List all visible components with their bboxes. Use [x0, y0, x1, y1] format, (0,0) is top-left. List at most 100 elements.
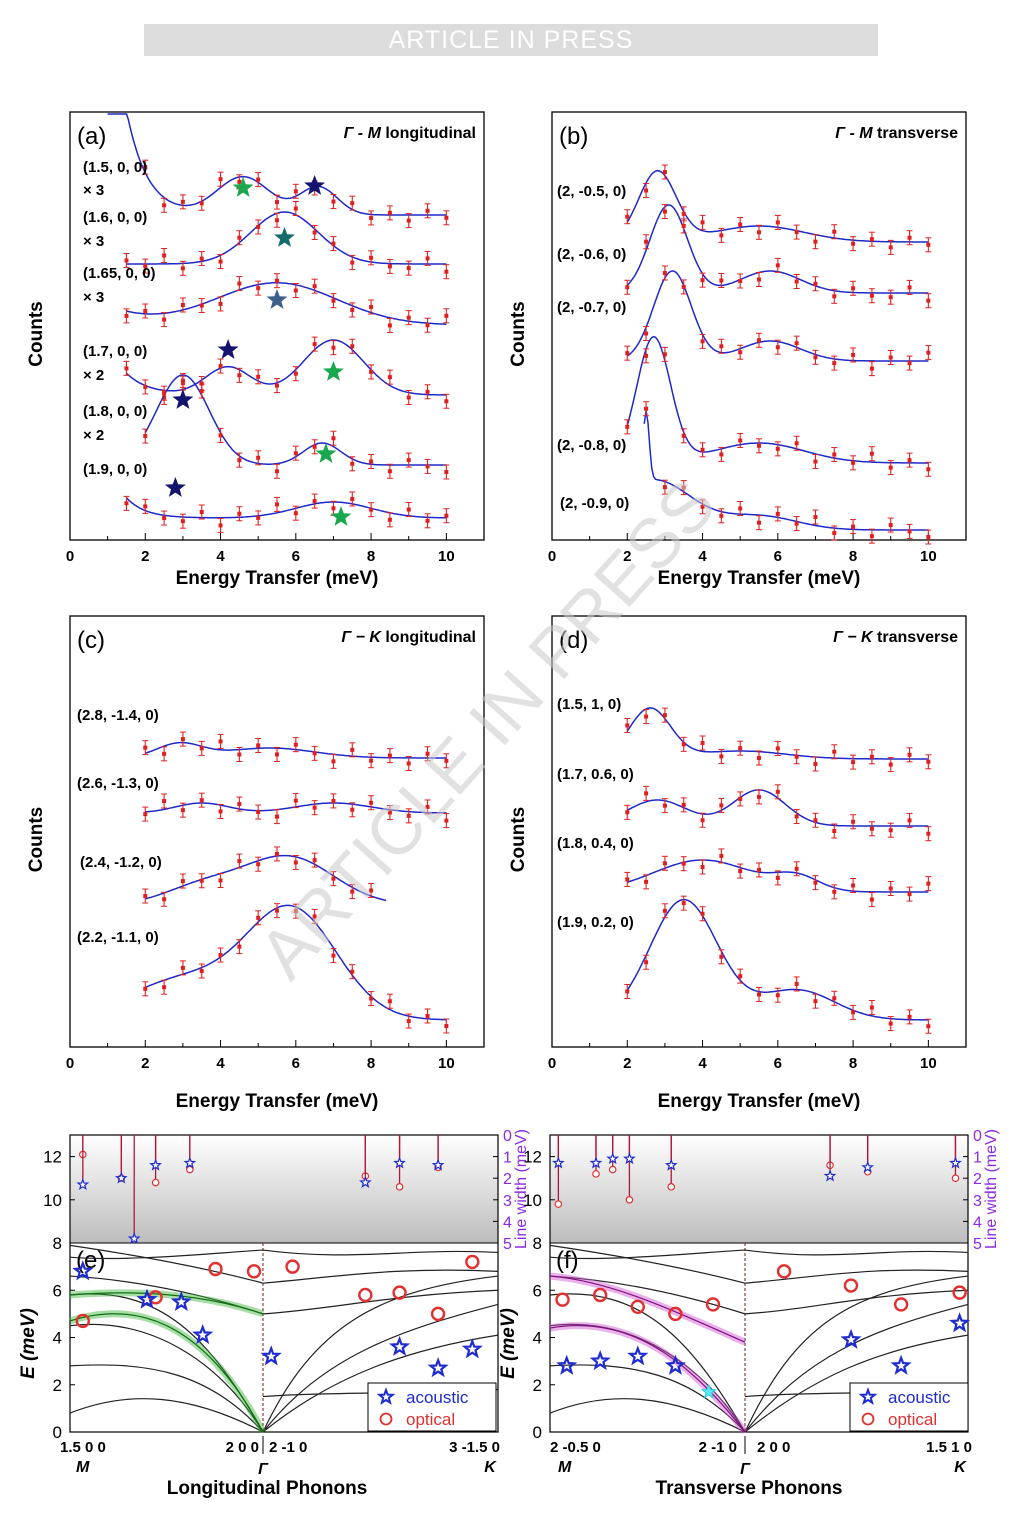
- data-point: [681, 802, 686, 807]
- data-point: [293, 206, 298, 211]
- data-point: [180, 378, 185, 383]
- article-in-press-banner: ARTICLE IN PRESS: [144, 24, 878, 56]
- phonon-branch: [744, 1334, 969, 1433]
- data-point: [312, 230, 317, 235]
- linewidth-optical: [608, 1165, 617, 1174]
- data-point: [180, 199, 185, 204]
- panel-label: (b): [559, 123, 588, 150]
- acoustic-point: [949, 1312, 971, 1333]
- data-point: [331, 798, 336, 803]
- highlight-branch: [549, 1324, 746, 1433]
- data-point: [237, 944, 242, 949]
- data-point: [199, 509, 204, 514]
- phonon-branch: [744, 1269, 969, 1284]
- data-point: [237, 859, 242, 864]
- data-point: [331, 199, 336, 204]
- legend-label: acoustic: [888, 1388, 951, 1407]
- data-point: [275, 752, 279, 757]
- data-point: [794, 521, 799, 526]
- legend-label: optical: [888, 1410, 937, 1429]
- curve-label: (1.7, 0.6, 0): [557, 766, 634, 783]
- x-tick-label: 2: [141, 548, 149, 565]
- linewidth-acoustic: [76, 1178, 90, 1191]
- legend-optical-marker: [861, 1412, 875, 1426]
- data-point: [312, 444, 317, 449]
- data-point: [869, 237, 874, 242]
- symmetry-point-label: M: [558, 1459, 572, 1476]
- data-point: [143, 434, 148, 439]
- data-point: [387, 323, 392, 328]
- curve-label: (1.65, 0, 0): [83, 265, 156, 282]
- data-point: [775, 789, 780, 794]
- y-tick-label: 0: [533, 1423, 542, 1442]
- mode-star: [164, 477, 186, 497]
- data-point: [757, 443, 761, 448]
- phonon-branch: [69, 1364, 264, 1433]
- data-point: [888, 295, 893, 300]
- data-point: [406, 395, 411, 400]
- data-point: [369, 304, 374, 309]
- optical-point: [705, 1297, 721, 1312]
- data-point: [199, 746, 204, 751]
- data-point: [180, 303, 185, 308]
- data-point: [275, 278, 279, 283]
- x-tick-label: 8: [367, 1055, 375, 1072]
- data-point: [162, 203, 167, 208]
- data-point: [625, 285, 630, 290]
- right-axis-label: Line width (meV): [983, 1129, 1000, 1249]
- data-point: [644, 406, 649, 411]
- data-point: [124, 313, 129, 318]
- phonon-branch: [744, 1249, 969, 1256]
- data-point: [738, 278, 743, 283]
- y-axis-label: Counts: [26, 807, 47, 872]
- highlight-branch: [69, 1313, 264, 1433]
- data-point: [162, 317, 167, 322]
- data-point: [907, 529, 912, 534]
- optical-point: [465, 1254, 480, 1270]
- acoustic-point: [556, 1354, 578, 1375]
- data-point: [256, 374, 261, 379]
- data-point: [738, 438, 743, 443]
- data-point: [124, 501, 129, 506]
- data-point: [813, 515, 818, 520]
- data-point: [700, 864, 705, 869]
- data-point: [926, 881, 931, 886]
- curve-label: × 2: [83, 427, 104, 444]
- data-point: [180, 266, 185, 271]
- linewidth-acoustic: [127, 1231, 141, 1245]
- data-point: [662, 803, 667, 808]
- linewidth-acoustic: [431, 1158, 445, 1171]
- highlight-band: [549, 1322, 748, 1435]
- data-point: [180, 965, 185, 970]
- symmetry-point-label: K: [954, 1459, 967, 1476]
- data-point: [794, 814, 799, 819]
- phonon-branch: [262, 1275, 499, 1433]
- data-point: [907, 458, 912, 463]
- data-point: [444, 269, 449, 274]
- panel-title: Γ - M transverse: [835, 125, 958, 142]
- data-point: [888, 523, 893, 528]
- acoustic-point: [136, 1288, 158, 1309]
- x-tick-label: 0: [66, 548, 74, 565]
- data-point: [775, 746, 780, 751]
- data-point: [681, 742, 686, 747]
- data-point: [662, 713, 667, 718]
- right-tick-label: 5: [973, 1236, 982, 1253]
- data-point: [143, 745, 148, 750]
- acoustic-point: [389, 1335, 411, 1356]
- data-point: [738, 974, 743, 979]
- data-point: [312, 342, 317, 347]
- curve-label: × 2: [83, 367, 104, 384]
- data-point: [256, 515, 261, 520]
- data-point: [738, 796, 743, 801]
- data-point: [218, 433, 223, 438]
- data-point: [162, 751, 167, 756]
- data-point: [199, 878, 204, 883]
- data-point: [644, 960, 649, 965]
- x-axis-label: Longitudinal Phonons: [167, 1478, 368, 1499]
- data-point: [926, 467, 931, 472]
- data-point: [832, 996, 837, 1001]
- x-axis-label: Energy Transfer (meV): [658, 1091, 861, 1112]
- data-point: [757, 277, 761, 282]
